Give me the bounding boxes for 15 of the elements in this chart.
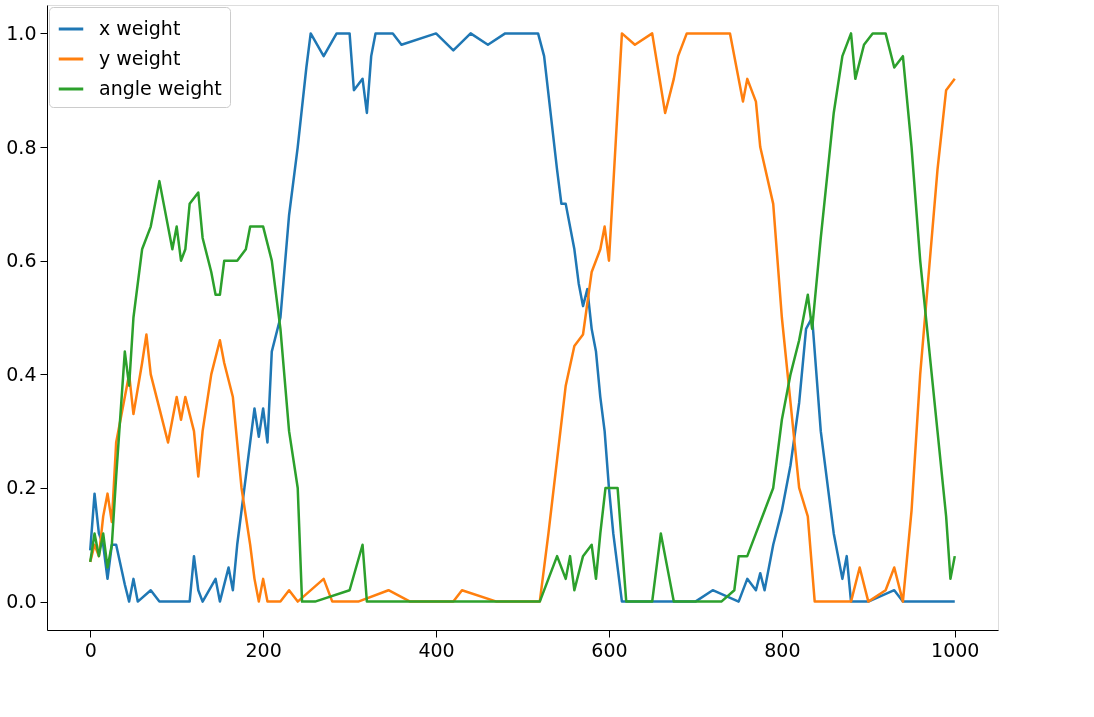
- x-tick-label: 800: [764, 638, 801, 661]
- y-tick-label: 0.4: [6, 362, 37, 385]
- y-tick-label: 0.0: [6, 590, 37, 613]
- y-tick-label: 0.2: [6, 476, 37, 499]
- x-tick-label: 400: [418, 638, 455, 661]
- x-tick-label: 0: [84, 638, 97, 661]
- legend-label: y weight: [99, 47, 181, 69]
- x-tick-label: 200: [245, 638, 282, 661]
- y-tick-label: 0.8: [6, 135, 37, 158]
- y-tick-label: 0.6: [6, 249, 37, 272]
- x-tick-label: 1000: [931, 638, 980, 661]
- x-tick-label: 600: [591, 638, 628, 661]
- legend-label: angle weight: [99, 77, 222, 99]
- legend-label: x weight: [99, 17, 181, 39]
- y-tick-label: 1.0: [6, 21, 37, 44]
